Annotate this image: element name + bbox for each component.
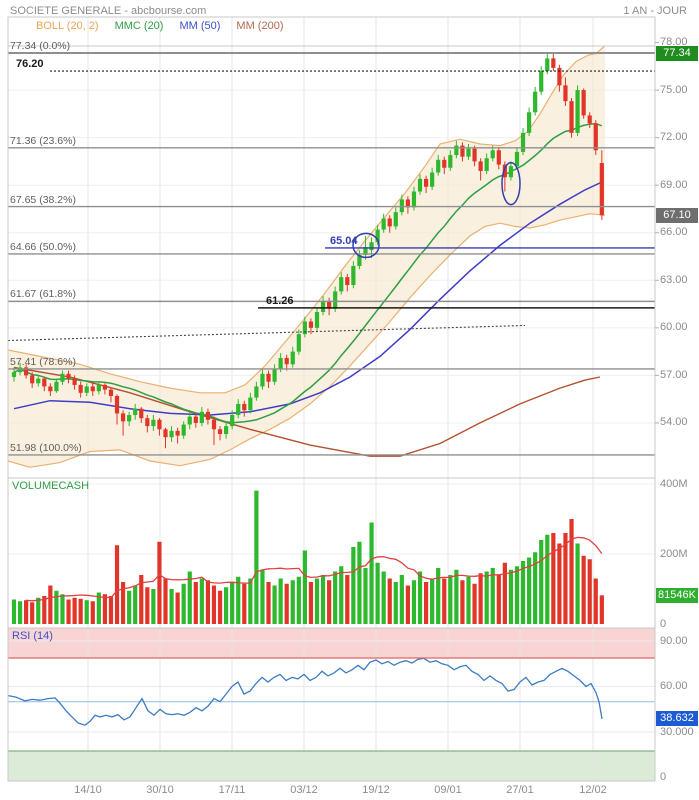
legend-mm50: MM (50): [179, 20, 221, 32]
instrument-title: SOCIETE GENERALE - abcbourse.com: [10, 5, 207, 17]
price-axis-tick: 66.00: [660, 226, 688, 239]
price-axis-tick: 75.00: [660, 83, 688, 96]
fib-level-label: 71.36 (23.6%): [10, 134, 76, 147]
date-axis-label: 17/11: [218, 784, 246, 796]
rsi-axis-tick: 30.000: [660, 725, 694, 738]
indicator-legend: BOLL (20, 2) MMC (20) MM (50) MM (200): [8, 17, 655, 46]
price-axis-tick: 63.00: [660, 273, 688, 286]
volume-panel[interactable]: [11, 490, 604, 624]
rsi-panel[interactable]: [8, 657, 603, 726]
fib-level-label: 64.66 (50.0%): [10, 240, 76, 253]
date-axis-label: 14/10: [74, 784, 102, 796]
price-axis-tick: 78.00: [660, 36, 688, 49]
price-panel[interactable]: [8, 46, 606, 468]
legend-mmc20: MMC (20): [114, 20, 164, 32]
fib-level-label: 61.67 (61.8%): [10, 288, 76, 301]
price-high-badge: 77.34: [656, 45, 698, 61]
volume-last-badge: 81546K: [656, 587, 698, 603]
fib-level-label: 77.34 (0.0%): [10, 40, 71, 52]
date-axis-label: 27/01: [506, 784, 534, 796]
rsi-axis-tick: 90.00: [660, 634, 688, 647]
rsi-last-badge: 38.632: [656, 711, 698, 727]
volume-axis-tick: 0: [660, 617, 667, 630]
price-axis-tick: 57.00: [660, 368, 688, 381]
price-axis-tick: 54.00: [660, 416, 688, 429]
annotation-6504-label: 65.04: [330, 234, 358, 247]
date-axis-label: 30/10: [146, 784, 174, 796]
date-axis-label: 12/02: [579, 784, 607, 796]
rsi-axis-tick: 0: [660, 771, 667, 784]
fib-level-label: 67.65 (38.2%): [10, 193, 76, 206]
price-axis-tick: 72.00: [660, 131, 688, 144]
annotation-6126-label: 61.26: [266, 294, 294, 307]
date-axis-label: 03/12: [290, 784, 318, 796]
annotation-7620-label: 76.20: [16, 58, 44, 71]
legend-mm200: MM (200): [236, 20, 284, 32]
fib-level-label: 57.41 (78.6%): [10, 355, 76, 368]
volume-panel-label: VOLUMECASH: [12, 480, 90, 492]
date-axis-label: 19/12: [362, 784, 390, 796]
volume-axis-tick: 400M: [660, 477, 688, 490]
rsi-axis-tick: 60.00: [660, 680, 688, 692]
price-axis-tick: 60.00: [660, 321, 688, 334]
price-axis-tick: 69.00: [660, 178, 688, 191]
volume-axis-tick: 200M: [660, 547, 688, 560]
price-last-badge: 67.10: [656, 207, 698, 223]
fib-level-label: 51.98 (100.0%): [10, 441, 82, 454]
period-label: 1 AN - JOUR: [623, 5, 687, 17]
date-axis-label: 09/01: [434, 784, 462, 796]
legend-bollinger: BOLL (20, 2): [36, 20, 99, 32]
rsi-panel-label: RSI (14): [12, 630, 53, 642]
